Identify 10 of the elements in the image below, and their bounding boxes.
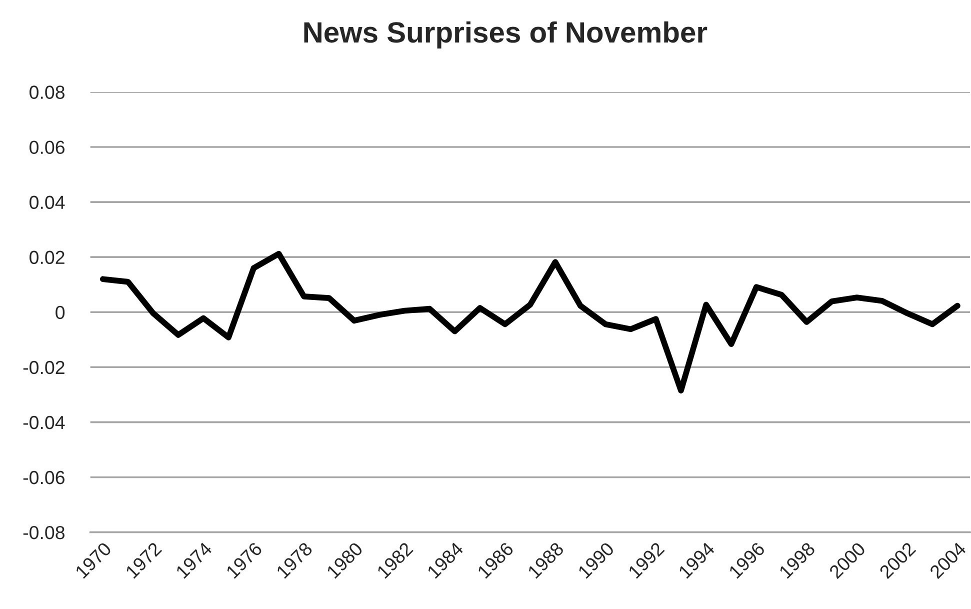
y-tick-label: -0.04 <box>23 416 65 430</box>
y-tick-label: -0.06 <box>23 470 64 484</box>
y-tick-label: -0.08 <box>23 526 64 540</box>
y-tick-label: -0.02 <box>23 360 64 374</box>
y-tick-label: 0 <box>56 306 65 320</box>
y-tick-label: 0.02 <box>30 250 64 264</box>
y-tick-label: 0.06 <box>30 140 64 154</box>
y-tick-label: 0.08 <box>30 86 64 99</box>
chart-title: News Surprises of November <box>304 21 708 49</box>
y-tick-label: 0.04 <box>30 196 65 210</box>
